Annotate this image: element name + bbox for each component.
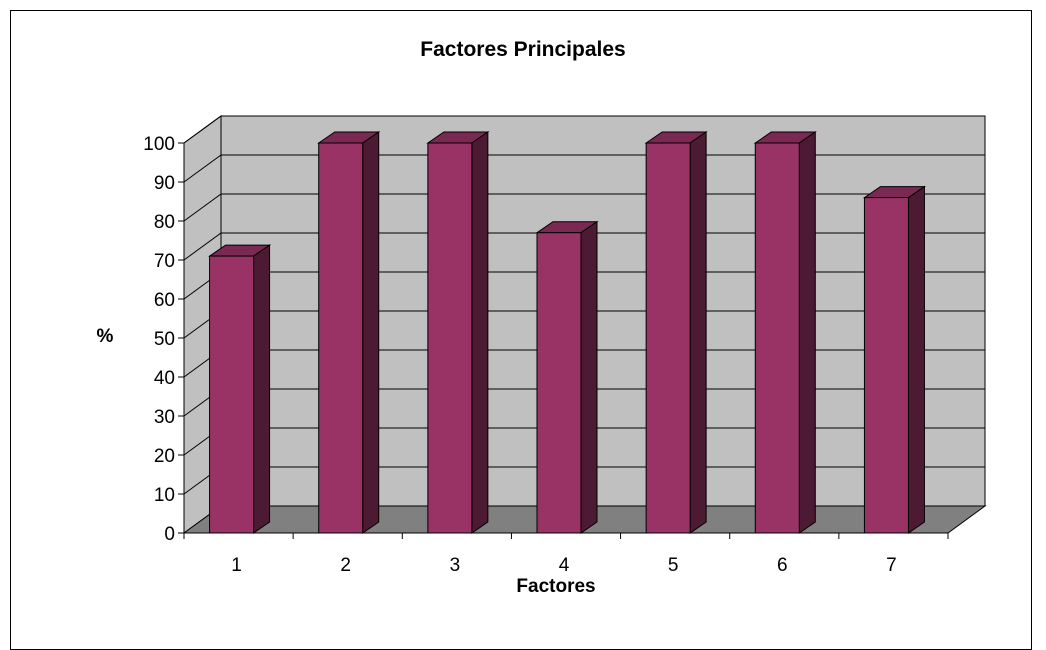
bar-front <box>863 197 909 534</box>
y-tick-label: 90 <box>154 173 175 194</box>
y-tick-label: 100 <box>143 134 175 155</box>
x-tick-label: 6 <box>777 555 788 576</box>
y-axis-title: % <box>97 326 114 347</box>
y-tick-label: 70 <box>154 251 175 272</box>
bar <box>207 244 272 534</box>
x-tick-label: 2 <box>340 555 351 576</box>
bar-side <box>253 244 271 534</box>
bar-side <box>798 131 816 534</box>
y-tick-label: 80 <box>154 212 175 233</box>
x-tick-label: 4 <box>559 555 570 576</box>
bar-front <box>645 142 691 534</box>
tick-labels: 0 10 20 30 40 50 60 70 80 90 100 1 2 3 4 5 6 7 <box>143 134 896 576</box>
gridline <box>183 154 985 183</box>
chart-frame: 0 10 20 30 40 50 60 70 80 90 100 1 2 3 4 5 6 7 Factores P… <box>10 10 1032 650</box>
gridline <box>183 193 985 222</box>
x-tick-label: 1 <box>231 555 242 576</box>
bar <box>862 185 927 534</box>
gridline <box>183 232 985 261</box>
bar <box>317 131 381 534</box>
bar-front <box>209 255 255 534</box>
bar-side <box>689 131 707 534</box>
bar <box>644 131 708 534</box>
x-tick-label: 3 <box>450 555 461 576</box>
gridline <box>183 115 985 144</box>
x-axis-title: Factores <box>516 576 595 597</box>
y-tick-label: 10 <box>154 485 175 506</box>
x-tick-label: 5 <box>668 555 679 576</box>
y-tick-label: 0 <box>164 524 175 545</box>
bar <box>426 131 490 534</box>
bar <box>535 220 599 534</box>
y-tick-label: 50 <box>154 329 175 350</box>
x-tick-label: 7 <box>886 555 897 576</box>
y-tick-label: 30 <box>154 407 175 428</box>
bar <box>753 131 817 534</box>
y-tick-label: 60 <box>154 290 175 311</box>
bar-front <box>318 142 364 534</box>
bar-front <box>754 142 800 534</box>
bar-side <box>907 185 925 534</box>
bar-side <box>362 131 380 534</box>
y-tick-label: 40 <box>154 368 175 389</box>
chart-svg: 0 10 20 30 40 50 60 70 80 90 100 1 2 3 4 5 6 7 Factores P… <box>97 38 987 597</box>
bar-side <box>471 131 489 534</box>
bars <box>207 131 927 534</box>
bar-side <box>580 220 598 534</box>
bar-front <box>536 232 582 534</box>
bar-front <box>427 142 473 534</box>
y-tick-label: 20 <box>154 446 175 467</box>
chart-title: Factores Principales <box>420 38 625 61</box>
